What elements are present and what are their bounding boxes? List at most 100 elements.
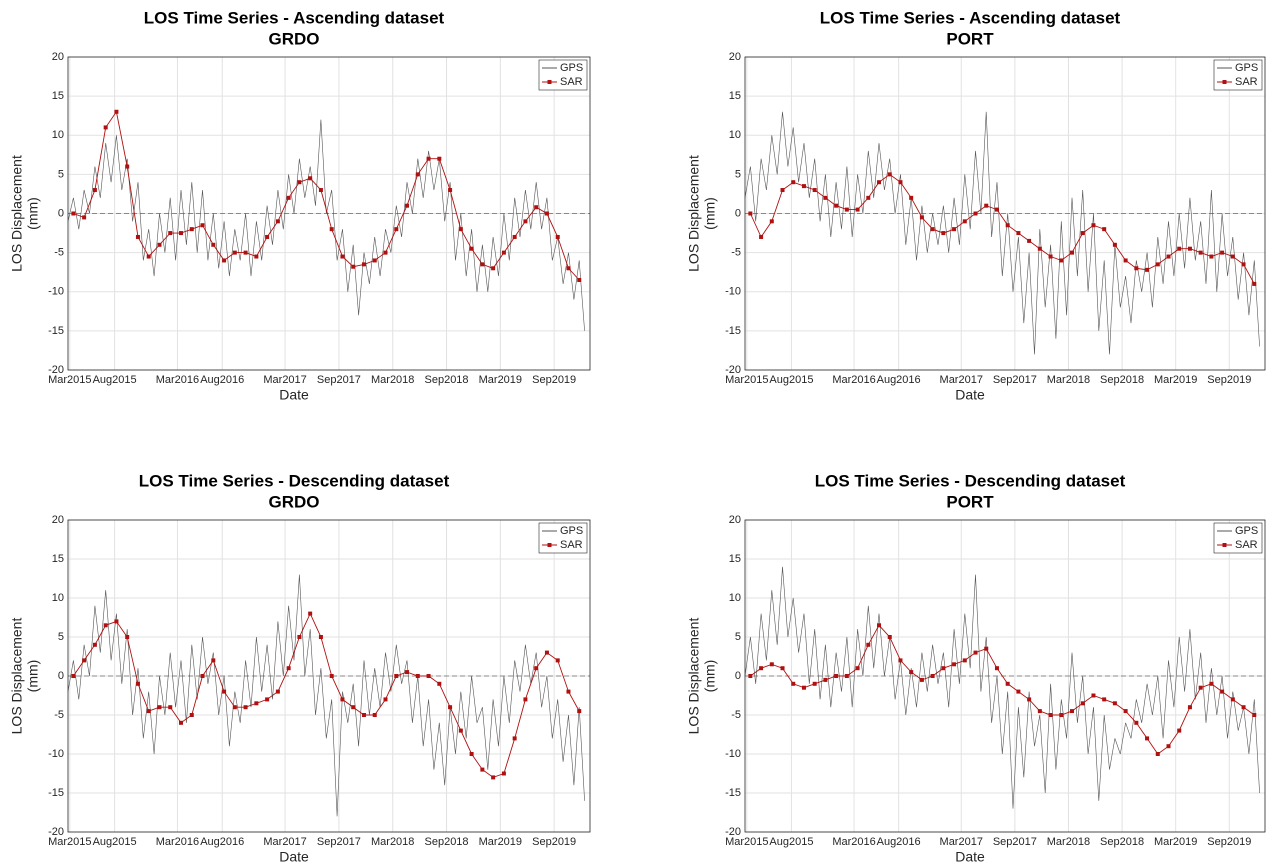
marker	[1091, 223, 1096, 228]
marker	[125, 635, 130, 639]
y-tick-label: -20	[725, 364, 741, 376]
legend-label: SAR	[560, 539, 583, 551]
marker	[1037, 709, 1042, 714]
marker	[834, 674, 839, 678]
marker	[168, 705, 173, 710]
y-tick-label: -10	[725, 286, 741, 298]
marker	[340, 697, 345, 702]
marker	[1070, 709, 1075, 714]
marker	[168, 231, 173, 236]
marker	[480, 262, 485, 267]
marker	[1252, 281, 1257, 286]
marker	[1048, 254, 1053, 259]
x-tick-label: Mar2016	[832, 836, 875, 848]
marker	[448, 705, 453, 710]
marker	[769, 219, 774, 224]
y-tick-label: -10	[725, 748, 741, 760]
marker	[179, 231, 184, 236]
x-tick-label: Sep2018	[425, 836, 469, 848]
marker	[1091, 693, 1096, 698]
y-tick-label: 5	[735, 168, 741, 180]
marker	[415, 172, 420, 177]
x-tick-label: Aug2015	[93, 374, 137, 386]
marker	[501, 771, 506, 776]
marker	[866, 195, 871, 200]
x-tick-label: Sep2018	[1100, 836, 1144, 848]
marker	[501, 250, 506, 255]
marker	[866, 642, 871, 647]
x-tick-label: Mar2018	[1047, 374, 1090, 386]
y-axis-label: (mm)	[25, 660, 41, 693]
marker	[135, 681, 140, 686]
series-line	[67, 119, 585, 331]
y-tick-label: 0	[58, 207, 64, 219]
marker	[1220, 250, 1225, 255]
marker	[877, 623, 882, 628]
marker	[1177, 728, 1182, 733]
marker	[994, 207, 999, 212]
marker	[973, 211, 978, 216]
y-tick-label: -15	[48, 325, 64, 337]
marker	[222, 689, 227, 694]
marker	[823, 677, 828, 682]
marker	[534, 666, 539, 671]
marker	[286, 195, 291, 200]
marker	[887, 635, 892, 639]
marker	[1080, 701, 1085, 706]
legend-label: GPS	[560, 525, 583, 537]
y-tick-label: 5	[58, 631, 64, 643]
marker	[769, 662, 774, 667]
marker	[1005, 223, 1010, 228]
marker	[534, 205, 539, 210]
marker	[103, 125, 108, 130]
y-tick-label: -10	[48, 286, 64, 298]
marker	[189, 227, 194, 232]
marker	[823, 195, 828, 200]
marker	[523, 219, 528, 224]
axes-frame	[744, 56, 1266, 371]
marker	[523, 697, 528, 702]
y-axis-label: (mm)	[702, 660, 718, 693]
marker	[415, 674, 420, 678]
marker	[243, 250, 248, 255]
marker	[941, 231, 946, 236]
marker	[1134, 266, 1139, 271]
marker	[555, 234, 560, 239]
marker	[372, 713, 377, 717]
marker	[405, 203, 410, 208]
marker	[157, 705, 162, 710]
marker	[1187, 705, 1192, 710]
marker	[469, 752, 474, 756]
marker	[909, 670, 914, 675]
marker	[1230, 254, 1235, 259]
marker	[189, 713, 194, 717]
marker	[372, 258, 377, 263]
legend-marker	[1222, 80, 1227, 84]
marker	[200, 223, 205, 228]
x-tick-label: Mar2018	[371, 374, 414, 386]
marker	[909, 195, 914, 200]
marker	[577, 709, 582, 714]
y-tick-label: -15	[48, 787, 64, 799]
x-tick-label: Sep2019	[1207, 836, 1251, 848]
y-tick-label: -20	[48, 364, 64, 376]
marker	[394, 227, 399, 232]
x-tick-label: Mar2017	[263, 836, 306, 848]
marker	[351, 705, 356, 710]
marker	[114, 619, 119, 624]
x-tick-label: Aug2015	[93, 836, 137, 848]
marker	[512, 736, 517, 741]
y-tick-label: -20	[725, 826, 741, 838]
legend-label: GPS	[560, 62, 583, 74]
marker	[1209, 254, 1214, 259]
legend-label: GPS	[1235, 525, 1258, 537]
marker	[82, 658, 87, 663]
y-axis-label: (mm)	[702, 197, 718, 230]
y-tick-label: -15	[725, 787, 741, 799]
y-tick-label: 0	[58, 670, 64, 682]
legend-label: SAR	[560, 76, 583, 88]
y-tick-label: 15	[52, 553, 64, 565]
axes-frame	[67, 56, 591, 371]
x-tick-label: Sep2018	[1100, 374, 1144, 386]
marker	[887, 172, 892, 177]
